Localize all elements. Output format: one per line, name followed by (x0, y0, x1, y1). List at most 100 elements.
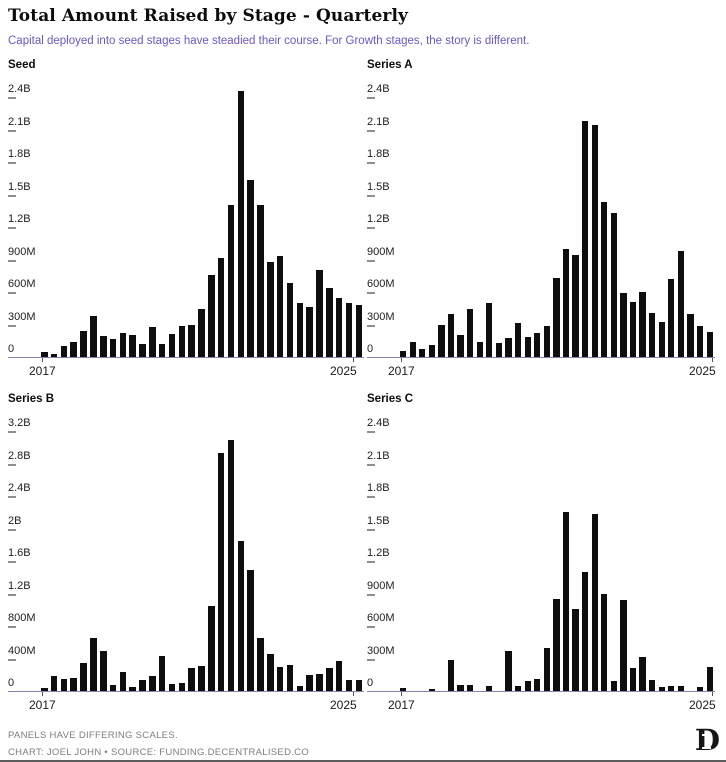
bar-2023-q3 (649, 679, 656, 691)
x-axis-line (367, 691, 715, 692)
x-axis-end-label: 2025 (330, 364, 357, 378)
y-axis-tick (367, 259, 375, 262)
bar-2017-q1 (41, 688, 48, 691)
x-axis-end-label: 2025 (689, 364, 716, 378)
y-axis-tick (8, 324, 16, 327)
bar-2018-q1 (80, 662, 87, 691)
bars-area (400, 77, 713, 357)
bar-2020-q1 (514, 323, 522, 357)
bar-2023-q2 (639, 292, 646, 357)
bar-2018-q3 (99, 336, 107, 357)
bar-2019-q2 (486, 686, 493, 691)
bar-2022-q3 (610, 681, 617, 691)
y-axis-label: 300M (367, 644, 395, 657)
bar-2024-q2 (326, 667, 333, 691)
bar-2020-q1 (158, 655, 166, 691)
bar-2021-q2 (562, 248, 570, 357)
bar-2022-q4 (267, 262, 274, 357)
y-axis-label: 1.5B (367, 514, 390, 527)
bar-2023-q2 (639, 656, 646, 691)
y-axis-label: 300M (8, 310, 36, 323)
bar-2022-q4 (620, 292, 627, 357)
panel-series-a: Series A 0 300M 600M 900M 1.2B 1.5B 1.8B 2.1B 2.… (367, 59, 718, 380)
y-axis-tick (367, 162, 375, 164)
panel-seed: Seed 0 300M 600M 900M 1.2B 1.5B 1.8B 2.1B 2.4B 2… (8, 59, 367, 380)
y-axis-tick (8, 431, 16, 433)
panels-grid: Seed 0 300M 600M 900M 1.2B 1.5B 1.8B 2.1B 2.4B 2… (8, 59, 718, 714)
y-axis-label: 0 (8, 343, 15, 355)
bar-2019-q2 (129, 335, 136, 357)
bar-2019-q2 (486, 303, 493, 357)
bar-2020-q4 (188, 325, 195, 357)
y-axis-label: 3.2B (8, 417, 31, 429)
y-axis-label: 1.2B (367, 213, 390, 225)
y-axis-tick (367, 528, 375, 531)
y-axis-label: 800M (8, 612, 36, 624)
bar-2018-q1 (438, 324, 445, 357)
series-b-chart: 0 400M 800M 1.2B 1.6B 2B 2.4B 2.8B 3.2B (8, 411, 367, 692)
bar-2019-q1 (119, 332, 127, 357)
bar-2017-q4 (428, 344, 436, 357)
x-axis-start-label: 2017 (388, 364, 415, 378)
bar-2018-q2 (447, 314, 455, 357)
y-axis-label: 2.4B (8, 83, 31, 95)
x-axis-line (367, 357, 715, 358)
bar-2020-q4 (543, 647, 550, 691)
footer: PANELS HAVE DIFFERING SCALES. CHART: JOE… (8, 725, 720, 758)
y-axis-tick (367, 626, 375, 628)
x-axis-labels: 2017 2025 (8, 692, 367, 714)
bar-2025-q1 (706, 332, 713, 357)
decentralised-logo: D (695, 725, 720, 756)
x-axis-tick (712, 358, 713, 362)
bar-2019-q1 (476, 341, 483, 357)
bar-2024-q4 (696, 325, 704, 357)
x-axis-start-label: 2017 (29, 364, 56, 378)
y-axis-label: 1.2B (8, 213, 31, 225)
bar-2021-q4 (581, 120, 589, 357)
bar-2023-q4 (306, 306, 313, 357)
panel-title: Series C (367, 393, 414, 405)
page-title: Total Amount Raised by Stage - Quarterly (8, 6, 408, 26)
bar-2018-q3 (457, 335, 464, 357)
y-axis-label: 1.5B (367, 180, 390, 193)
bar-2018-q3 (99, 651, 107, 691)
bar-2020-q2 (168, 683, 176, 691)
y-axis-label: 900M (367, 579, 395, 592)
bars-area (41, 77, 363, 357)
y-axis-label: 0 (8, 677, 15, 689)
y-axis-tick (8, 561, 16, 563)
panel-series-b: Series B 0 400M 800M 1.2B 1.6B 2B 2.4B 2.8B 3.2B… (8, 393, 367, 714)
bar-2022-q2 (247, 179, 254, 357)
bar-2023-q3 (296, 302, 304, 357)
bar-2024-q1 (316, 269, 323, 357)
page-subtitle: Capital deployed into seed stages have s… (8, 35, 530, 47)
x-axis-end-label: 2025 (689, 698, 716, 712)
bar-2022-q1 (591, 125, 598, 357)
bar-2021-q2 (208, 275, 215, 357)
bar-2018-q2 (90, 316, 97, 357)
y-axis-tick (367, 658, 375, 661)
y-axis-label: 600M (8, 278, 36, 290)
bar-2024-q2 (677, 685, 685, 691)
x-axis-tick (401, 692, 402, 696)
y-axis-tick (8, 463, 16, 466)
y-axis-label: 2B (8, 514, 22, 527)
bar-2024-q2 (326, 287, 333, 357)
x-axis-end-label: 2025 (330, 698, 357, 712)
y-axis-tick (367, 194, 375, 197)
bar-2021-q2 (562, 512, 570, 691)
y-axis-tick (367, 463, 375, 466)
y-axis-tick (367, 431, 375, 433)
bar-2025-q1 (706, 667, 713, 691)
bar-2017-q2 (50, 676, 58, 691)
y-axis-label: 2.1B (367, 449, 390, 462)
bar-2021-q1 (198, 665, 205, 691)
x-axis-start-label: 2017 (29, 698, 56, 712)
y-axis-label: 1.2B (8, 579, 31, 592)
y-axis-label: 0 (367, 677, 374, 689)
bar-2019-q1 (119, 672, 127, 691)
bar-2023-q1 (276, 666, 284, 691)
y-axis-tick (367, 292, 375, 294)
bar-2021-q1 (553, 277, 560, 357)
bar-2018-q1 (80, 331, 87, 357)
